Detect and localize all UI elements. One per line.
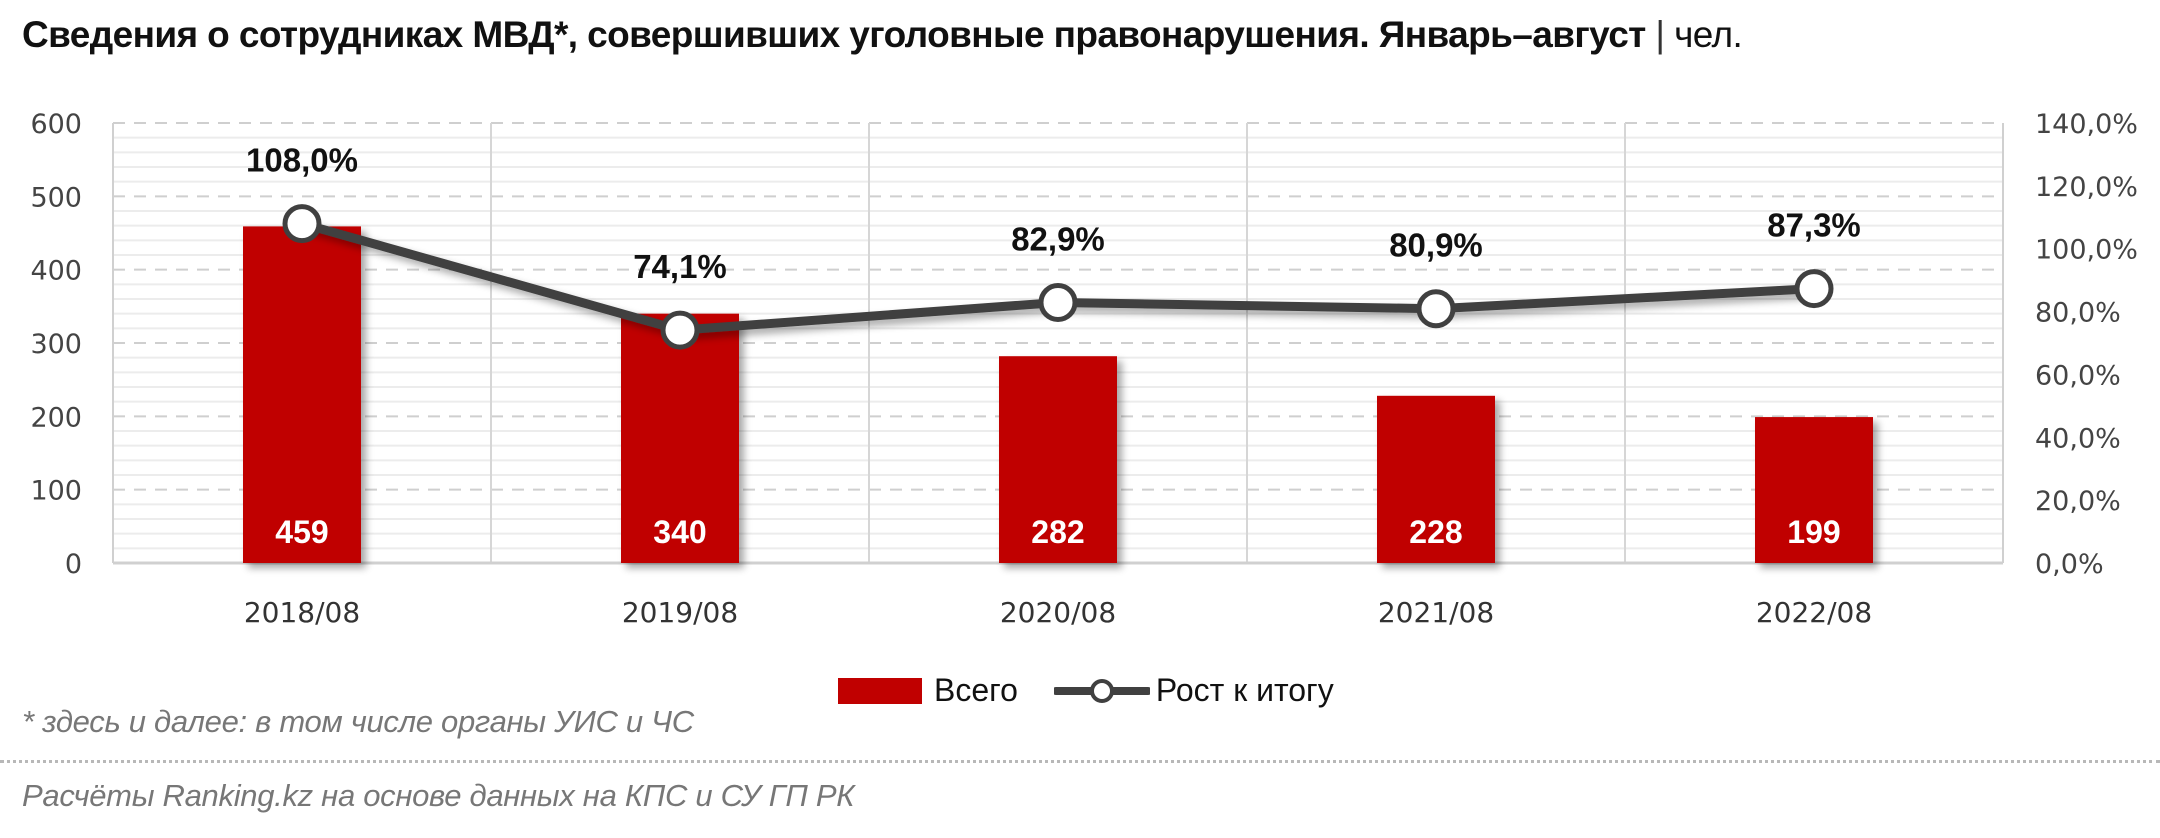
category-dividers [490,123,1626,563]
footnote: * здесь и далее: в том числе органы УИС … [22,704,694,739]
left-axis-tick: 300 [30,329,82,360]
combo-chart: 0 100 200 300 400 500 600 0,0% 20,0% 40,0% 60,0% 8… [30,109,2138,629]
right-axis-tick: 80,0% [2035,298,2121,329]
right-axis-tick: 0,0% [2035,549,2104,580]
bar [243,226,361,563]
left-axis-tick: 200 [30,402,82,433]
line-marker-icon [1053,676,1150,706]
left-axis-ticks: 0 100 200 300 400 500 600 [30,109,82,580]
right-axis-ticks: 0,0% 20,0% 40,0% 60,0% 80,0% 100,0% 120,0% 140,… [2035,109,2138,580]
line-marker [1038,282,1078,322]
bar [999,356,1117,563]
right-axis-tick: 120,0% [2035,172,2138,203]
title-separator: | [1655,14,1665,55]
right-axis-tick: 100,0% [2035,235,2138,266]
bar [1377,395,1495,563]
x-axis-tick: 2020/08 [1000,596,1116,629]
line-marker [1794,269,1834,309]
left-axis-tick: 500 [30,182,82,213]
bar-series-total: 459 340 282 228 199 [243,226,1873,563]
bar-value-label: 199 [1787,514,1840,550]
x-axis-tick: 2021/08 [1378,596,1494,629]
line-value-label: 82,9% [1011,220,1105,257]
title-unit: чел. [1674,14,1743,55]
bar-value-label: 282 [1031,514,1084,550]
line-marker [660,310,700,350]
legend-item-growth: Рост к итогу [1053,672,1334,709]
left-axis-tick: 400 [30,256,82,287]
line-value-label: 80,9% [1389,227,1483,264]
right-axis-tick: 40,0% [2035,423,2121,454]
line-value-label: 74,1% [633,248,727,285]
left-axis-tick: 600 [30,109,82,140]
line-marker [282,204,322,244]
left-axis-tick: 100 [30,476,82,507]
legend-item-total: Всего [838,672,1018,709]
line-value-label: 87,3% [1767,207,1861,244]
line-marker [1416,289,1456,329]
right-axis-tick: 140,0% [2035,109,2138,140]
bar-value-label: 228 [1409,514,1462,550]
bar-swatch-icon [838,677,922,704]
bar [621,313,739,563]
legend-label-growth: Рост к итогу [1155,672,1334,708]
dotted-divider [0,760,2160,763]
x-axis-ticks: 2018/08 2019/08 2020/08 2021/08 2022/08 [244,596,1872,629]
chart-title-main: Сведения о сотрудниках МВД*, совершивших… [22,14,1646,55]
right-axis-tick: 20,0% [2035,486,2121,517]
left-axis-tick: 0 [65,549,82,580]
source-note: Расчёты Ranking.kz на основе данных на К… [22,778,855,813]
line-value-label: 108,0% [246,142,358,179]
legend: Всего Рост к итогу [838,672,1370,709]
x-axis-tick: 2019/08 [622,596,738,629]
chart-title: Сведения о сотрудниках МВД*, совершивших… [22,14,1743,56]
bar-value-label: 340 [653,514,706,550]
x-axis-tick: 2022/08 [1756,596,1872,629]
bar [1755,417,1873,563]
x-axis-tick: 2018/08 [244,596,360,629]
bar-value-label: 459 [275,514,328,550]
right-axis-tick: 60,0% [2035,360,2121,391]
line-series-growth: 108,0% 74,1% 82,9% 80,9% 87,3% [246,142,1861,350]
legend-label-total: Всего [934,672,1018,708]
